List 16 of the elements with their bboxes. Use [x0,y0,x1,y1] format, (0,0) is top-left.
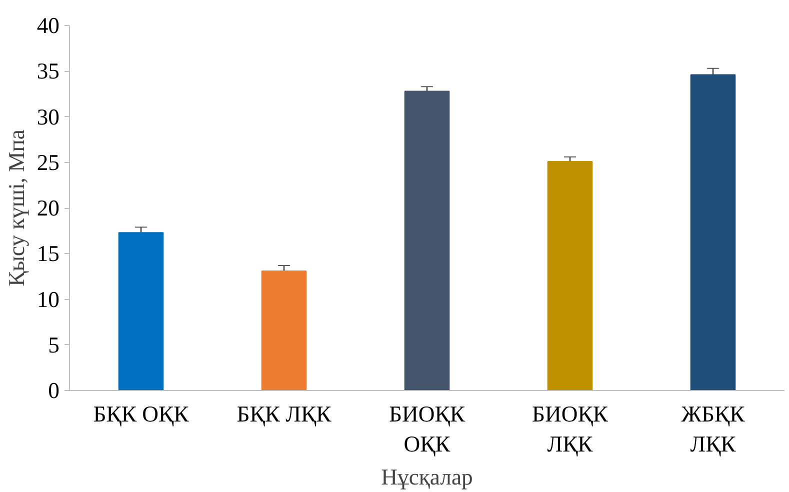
x-axis-title: Нұсқалар [381,464,473,490]
y-tick-label: 15 [36,241,60,266]
x-tick-label: БИОҚК ОҚК [389,402,466,456]
y-tick-label: 40 [36,13,60,38]
y-tick-label: 30 [36,104,60,130]
y-tick-label: 10 [36,286,60,312]
x-tick-label: ЖБҚК ЛҚК [681,402,746,456]
x-tick-label: БИОҚК ЛҚК [532,402,609,456]
y-tick-label: 0 [48,378,60,403]
x-tick-label: БҚК ОҚК [93,402,190,426]
y-tick-label: 25 [36,150,60,175]
y-tick-label: 35 [36,58,60,84]
y-tick-label: 20 [36,196,60,220]
y-axis-title: Қысу күші, Мпа [4,130,29,286]
x-tick-label: БҚК ЛҚК [236,402,332,426]
y-tick-label: 5 [48,332,60,358]
